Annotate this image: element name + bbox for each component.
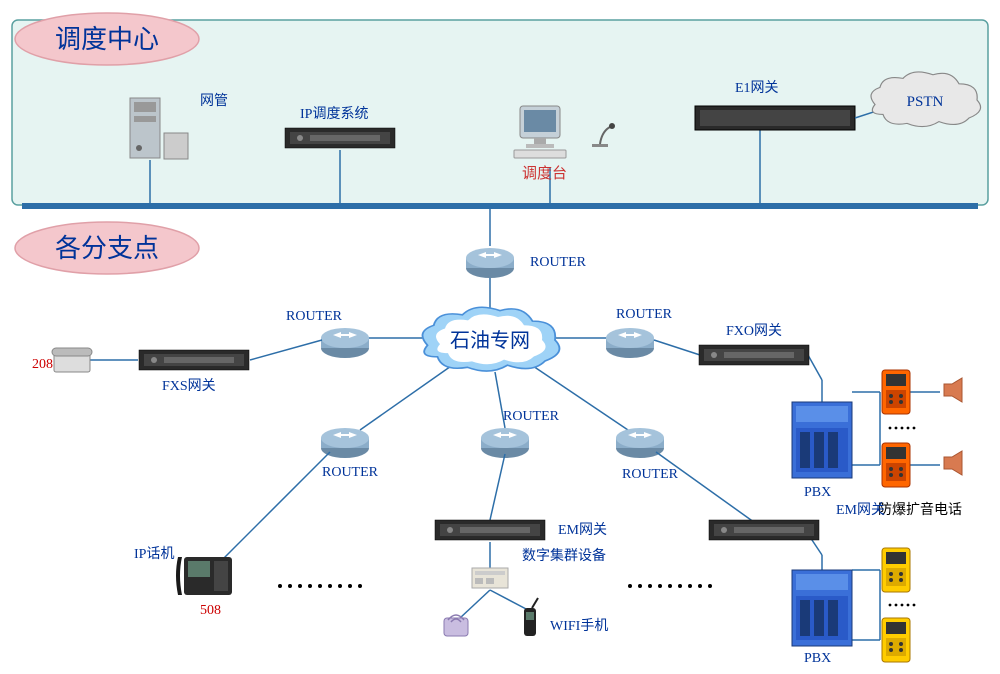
dots-2 <box>628 584 712 588</box>
branches-title: 各分支点 <box>55 234 159 263</box>
em-gateway-1-label: EM网关 <box>558 522 607 538</box>
yellow-dots <box>889 604 916 607</box>
router-1: ROUTER <box>286 309 369 358</box>
router-3-label: ROUTER <box>322 465 379 480</box>
router-0-label: ROUTER <box>530 255 587 270</box>
router-1-label: ROUTER <box>286 309 343 324</box>
pstn-label: PSTN <box>907 94 944 110</box>
server-label: 网管 <box>200 93 228 109</box>
router-2: ROUTER <box>606 307 673 358</box>
router-5-label: ROUTER <box>622 467 679 482</box>
dots-1 <box>278 584 362 588</box>
yellow-phone-1 <box>882 548 910 592</box>
dispatch-center-title: 调度中心 <box>55 25 159 54</box>
network-diagram: 调度中心 网管 IP调度系统 调度台 E1网关 PSTN 各分支点 <box>0 0 1000 674</box>
phone-208-label: 208 <box>32 357 53 372</box>
digital-cluster: 数字集群设备 <box>472 547 606 588</box>
central-cloud-label: 石油专网 <box>450 329 530 352</box>
phone-208: 208 <box>32 348 92 372</box>
router-3: ROUTER <box>321 428 379 480</box>
ip-phone: IP话机 508 <box>134 546 232 618</box>
digital-cluster-label: 数字集群设备 <box>522 547 606 564</box>
console-label: 调度台 <box>522 165 567 182</box>
orange-dots <box>889 427 916 430</box>
em-gateway-2-label: EM网关 <box>836 502 885 518</box>
em-gateway-1: EM网关 <box>435 520 607 540</box>
router-0: ROUTER <box>466 248 587 278</box>
backbone-bar <box>22 203 978 209</box>
ip-phone-number: 508 <box>200 603 221 618</box>
pbx-2-label: PBX <box>804 651 831 666</box>
em-gateway-2: EM网关 <box>709 502 885 540</box>
orange-phone-2 <box>882 443 910 487</box>
router-4: ROUTER <box>481 409 560 458</box>
branches-title-pill: 各分支点 <box>15 222 199 274</box>
router-4-label: ROUTER <box>503 409 560 424</box>
wifi-handset: WIFI手机 <box>524 598 608 636</box>
fxs-gateway-label: FXS网关 <box>162 378 216 394</box>
fxs-gateway: FXS网关 <box>139 350 249 394</box>
yellow-phone-2 <box>882 618 910 662</box>
wifi-base <box>444 615 468 636</box>
central-cloud: 石油专网 <box>423 307 560 371</box>
router-2-label: ROUTER <box>616 307 673 322</box>
e1-gateway-label: E1网关 <box>735 80 779 96</box>
wifi-phone-label: WIFI手机 <box>550 618 608 634</box>
horn-2 <box>944 451 962 475</box>
ipphone-links <box>222 452 330 560</box>
orange-phone-1 <box>882 370 910 414</box>
router-5: ROUTER <box>616 428 679 482</box>
explosion-phone-label: 防爆扩音电话 <box>878 501 962 518</box>
pbx-1-label: PBX <box>804 485 831 500</box>
ip-dispatch-label: IP调度系统 <box>300 106 368 122</box>
horn-1 <box>944 378 962 402</box>
dispatch-center-title-pill: 调度中心 <box>15 13 199 65</box>
ip-phone-label: IP话机 <box>134 546 174 562</box>
fxo-gateway-label: FXO网关 <box>726 323 782 339</box>
pbx-1: PBX <box>792 402 852 500</box>
pbx-2: PBX <box>792 570 852 666</box>
fxo-gateway: FXO网关 <box>699 323 809 365</box>
